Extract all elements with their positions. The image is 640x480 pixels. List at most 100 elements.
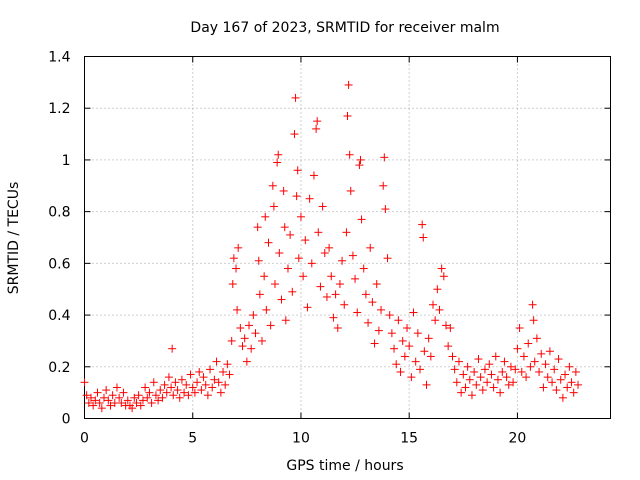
data-point: [543, 373, 552, 382]
data-point: [454, 357, 463, 366]
y-tick-label: 0.2: [48, 360, 70, 376]
data-point: [143, 393, 152, 402]
data-point: [535, 367, 544, 376]
x-tick-label: 5: [188, 431, 197, 447]
data-point: [374, 326, 383, 335]
data-point: [526, 362, 535, 371]
data-point: [214, 378, 223, 387]
data-point: [145, 388, 154, 397]
data-point: [357, 215, 366, 224]
data-point: [301, 236, 310, 245]
data-point: [498, 367, 507, 376]
data-point: [561, 370, 570, 379]
data-point: [257, 336, 266, 345]
y-axis-label: SRMTID / TECUs: [6, 182, 22, 295]
data-point: [188, 383, 197, 392]
data-point: [387, 329, 396, 338]
data-point: [491, 352, 500, 361]
data-point: [489, 383, 498, 392]
data-point: [511, 365, 520, 374]
data-point: [353, 308, 362, 317]
data-point: [476, 373, 485, 382]
data-point: [431, 316, 440, 325]
data-point: [478, 386, 487, 395]
data-point: [266, 321, 275, 330]
data-point: [151, 391, 160, 400]
data-point: [433, 285, 442, 294]
data-point: [89, 401, 98, 410]
data-point: [485, 360, 494, 369]
data-point: [316, 282, 325, 291]
data-point: [253, 223, 262, 232]
data-point: [405, 342, 414, 351]
data-point: [420, 347, 429, 356]
data-point: [426, 352, 435, 361]
data-point: [128, 404, 137, 413]
axis-ticks: [84, 56, 611, 419]
data-point: [255, 290, 264, 299]
data-point: [245, 321, 254, 330]
data-point: [537, 349, 546, 358]
data-point: [496, 388, 505, 397]
data-point: [251, 329, 260, 338]
data-point: [465, 375, 474, 384]
data-point: [199, 373, 208, 382]
data-point: [206, 365, 215, 374]
data-point: [219, 367, 228, 376]
data-point: [108, 391, 117, 400]
x-tick-label: 15: [400, 431, 418, 447]
data-point: [307, 259, 316, 268]
data-point: [262, 305, 271, 314]
data-point: [459, 370, 468, 379]
tick-labels: 0 0.2 0.4 0.6 0.8 1 1.2 1.4 0 5 10 15 20: [48, 50, 526, 447]
data-point: [277, 295, 286, 304]
data-point: [439, 272, 448, 281]
data-point: [112, 383, 121, 392]
data-point: [413, 329, 422, 338]
data-point: [322, 292, 331, 301]
data-point: [429, 300, 438, 309]
data-point: [313, 117, 322, 126]
data-point: [91, 396, 100, 405]
data-point: [119, 388, 128, 397]
data-point: [203, 391, 212, 400]
x-tick-label: 0: [80, 431, 89, 447]
data-point: [441, 321, 450, 330]
data-point: [292, 192, 301, 201]
data-point: [162, 388, 171, 397]
data-point: [279, 186, 288, 195]
data-point: [344, 80, 353, 89]
data-point: [419, 233, 428, 242]
data-point: [554, 355, 563, 364]
data-point: [160, 380, 169, 389]
data-point: [175, 393, 184, 402]
data-point: [223, 360, 232, 369]
data-point: [294, 254, 303, 263]
data-point: [86, 393, 95, 402]
data-point: [164, 373, 173, 382]
data-point: [169, 391, 178, 400]
data-point: [325, 243, 334, 252]
data-point: [558, 393, 567, 402]
data-point: [84, 398, 93, 407]
x-axis-label: GPS time / hours: [286, 458, 403, 474]
data-point: [474, 355, 483, 364]
data-point: [280, 223, 289, 232]
data-point: [210, 375, 219, 384]
data-point: [290, 130, 299, 139]
data-point: [409, 308, 418, 317]
y-tick-label: 1.4: [48, 50, 70, 66]
data-point: [500, 357, 509, 366]
data-point: [99, 393, 108, 402]
data-point: [565, 362, 574, 371]
data-point: [221, 380, 230, 389]
data-point: [270, 280, 279, 289]
data-point: [212, 357, 221, 366]
data-point: [416, 365, 425, 374]
data-point: [524, 339, 533, 348]
plot-frame: [84, 56, 611, 419]
data-point: [238, 342, 247, 351]
data-point: [539, 383, 548, 392]
data-point: [532, 334, 541, 343]
data-point: [380, 153, 389, 162]
